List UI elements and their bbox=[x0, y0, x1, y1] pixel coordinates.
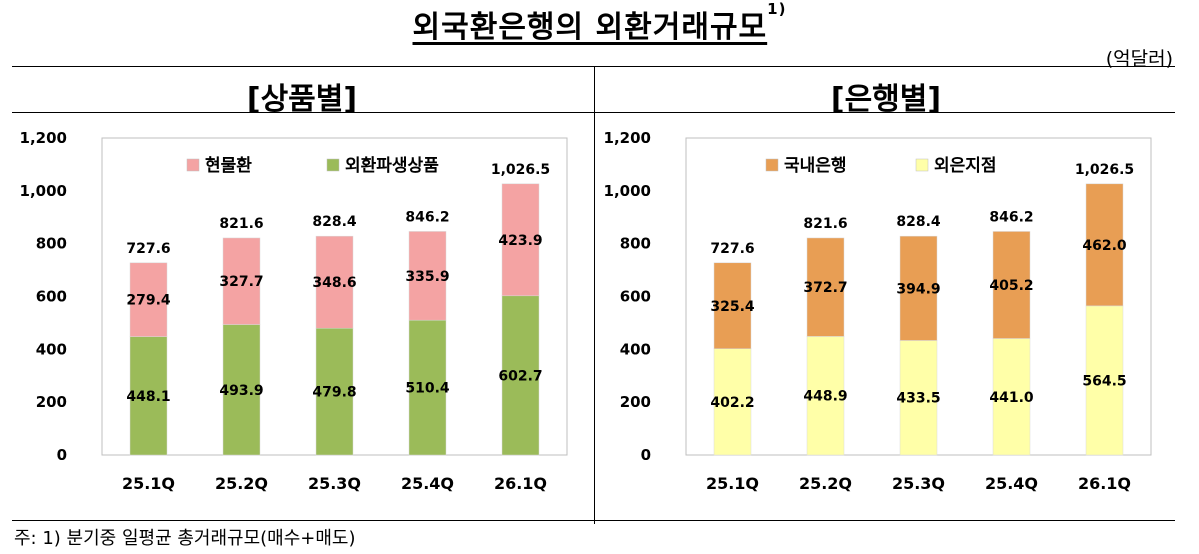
y-tick-label: 600 bbox=[620, 288, 651, 306]
bar-segment bbox=[992, 338, 1031, 456]
data-label: 433.5 bbox=[896, 391, 940, 407]
bar-segment bbox=[408, 319, 447, 456]
bar-segment bbox=[992, 231, 1031, 339]
data-label: 279.4 bbox=[126, 293, 171, 309]
data-label: 448.1 bbox=[126, 389, 170, 405]
total-label: 1,026.5 bbox=[491, 162, 550, 178]
footnote: 주: 1) 분기중 일평균 총거래규모(매수+매도) bbox=[14, 528, 356, 549]
x-tick-label: 25.4Q bbox=[401, 474, 454, 493]
x-tick-label: 25.3Q bbox=[308, 474, 361, 493]
legend-label: 외환파생상품 bbox=[345, 156, 439, 176]
bar-segment bbox=[899, 340, 938, 456]
data-label: 335.9 bbox=[405, 269, 449, 285]
data-label: 327.7 bbox=[219, 274, 263, 290]
header-rule bbox=[12, 112, 1175, 113]
data-label: 462.0 bbox=[1082, 238, 1127, 254]
bar-segment bbox=[222, 324, 261, 456]
total-label: 846.2 bbox=[405, 209, 449, 225]
bar-segment bbox=[315, 328, 354, 456]
bottom-rule bbox=[12, 520, 1175, 521]
data-label: 325.4 bbox=[710, 299, 755, 315]
bar-segment bbox=[501, 183, 540, 297]
data-label: 479.8 bbox=[312, 385, 356, 401]
bar-segment bbox=[1085, 183, 1124, 307]
y-tick-label: 0 bbox=[641, 446, 651, 464]
product-chart: 0 200 400 600 800 1,000 1,200 448.1 279.4 727.6 25… bbox=[20, 129, 568, 493]
legend-label: 현물환 bbox=[205, 156, 252, 176]
page-title-text: 외국환은행의 외환거래규모 bbox=[412, 10, 768, 45]
y-tick-label: 200 bbox=[620, 393, 651, 411]
page-title: 외국환은행의 외환거래규모1) bbox=[0, 0, 1199, 46]
bar-segment bbox=[315, 235, 354, 329]
data-label: 493.9 bbox=[219, 383, 263, 399]
section-title-bank: [은행별] bbox=[830, 82, 942, 117]
total-label: 821.6 bbox=[803, 216, 847, 232]
bar-segment bbox=[501, 295, 540, 456]
data-label: 394.9 bbox=[896, 281, 940, 297]
data-label: 510.4 bbox=[405, 381, 450, 397]
x-tick-label: 25.2Q bbox=[799, 474, 852, 493]
legend-swatch bbox=[326, 158, 340, 172]
bar-segment bbox=[806, 237, 845, 337]
total-label: 1,026.5 bbox=[1075, 162, 1134, 178]
y-tick-label: 600 bbox=[36, 288, 67, 306]
total-label: 821.6 bbox=[219, 216, 263, 232]
panel-divider bbox=[594, 66, 595, 524]
data-label: 448.9 bbox=[803, 389, 847, 405]
bar-segment bbox=[713, 348, 752, 456]
y-tick-label: 1,000 bbox=[20, 182, 67, 200]
y-tick-label: 1,000 bbox=[604, 182, 651, 200]
bar-segment bbox=[129, 336, 168, 456]
title-footnote-mark: 1) bbox=[767, 0, 787, 18]
bar-segment bbox=[713, 262, 752, 350]
x-tick-label: 26.1Q bbox=[494, 474, 547, 493]
y-tick-label: 400 bbox=[620, 340, 651, 358]
x-tick-label: 25.1Q bbox=[122, 474, 175, 493]
x-tick-label: 25.1Q bbox=[706, 474, 759, 493]
x-tick-label: 25.2Q bbox=[215, 474, 268, 493]
data-label: 441.0 bbox=[989, 390, 1034, 406]
data-label: 423.9 bbox=[498, 233, 542, 249]
y-tick-label: 1,200 bbox=[604, 129, 651, 147]
data-label: 402.2 bbox=[710, 395, 754, 411]
bar-segment bbox=[129, 262, 168, 337]
y-tick-label: 1,200 bbox=[20, 129, 67, 147]
total-label: 828.4 bbox=[312, 214, 357, 230]
total-label: 727.6 bbox=[710, 241, 754, 257]
legend-swatch bbox=[915, 158, 929, 172]
data-label: 372.7 bbox=[803, 280, 847, 296]
x-tick-label: 26.1Q bbox=[1078, 474, 1131, 493]
unit-label: (억달러) bbox=[1105, 48, 1173, 70]
legend-label: 국내은행 bbox=[784, 156, 847, 176]
legend-swatch bbox=[765, 158, 779, 172]
top-rule bbox=[12, 66, 1175, 67]
y-tick-label: 800 bbox=[36, 235, 67, 253]
x-tick-label: 25.3Q bbox=[892, 474, 945, 493]
total-label: 727.6 bbox=[126, 241, 170, 257]
section-title-product: [상품별] bbox=[246, 82, 358, 117]
bar-segment bbox=[408, 231, 447, 321]
y-tick-label: 200 bbox=[36, 393, 67, 411]
legend-swatch bbox=[186, 158, 200, 172]
data-label: 602.7 bbox=[498, 368, 542, 384]
data-label: 348.6 bbox=[312, 275, 356, 291]
y-tick-label: 800 bbox=[620, 235, 651, 253]
bank-chart: 0 200 400 600 800 1,000 1,200 402.2 325.4 727.6 25… bbox=[604, 129, 1152, 493]
bar-segment bbox=[1085, 305, 1124, 456]
x-tick-label: 25.4Q bbox=[985, 474, 1038, 493]
bar-segment bbox=[222, 237, 261, 325]
bar-segment bbox=[806, 336, 845, 456]
total-label: 828.4 bbox=[896, 214, 941, 230]
bar-segment bbox=[899, 235, 938, 341]
data-label: 564.5 bbox=[1082, 373, 1126, 389]
data-label: 405.2 bbox=[989, 278, 1033, 294]
y-tick-label: 400 bbox=[36, 340, 67, 358]
total-label: 846.2 bbox=[989, 209, 1033, 225]
legend-label: 외은지점 bbox=[934, 156, 997, 176]
y-tick-label: 0 bbox=[57, 446, 67, 464]
